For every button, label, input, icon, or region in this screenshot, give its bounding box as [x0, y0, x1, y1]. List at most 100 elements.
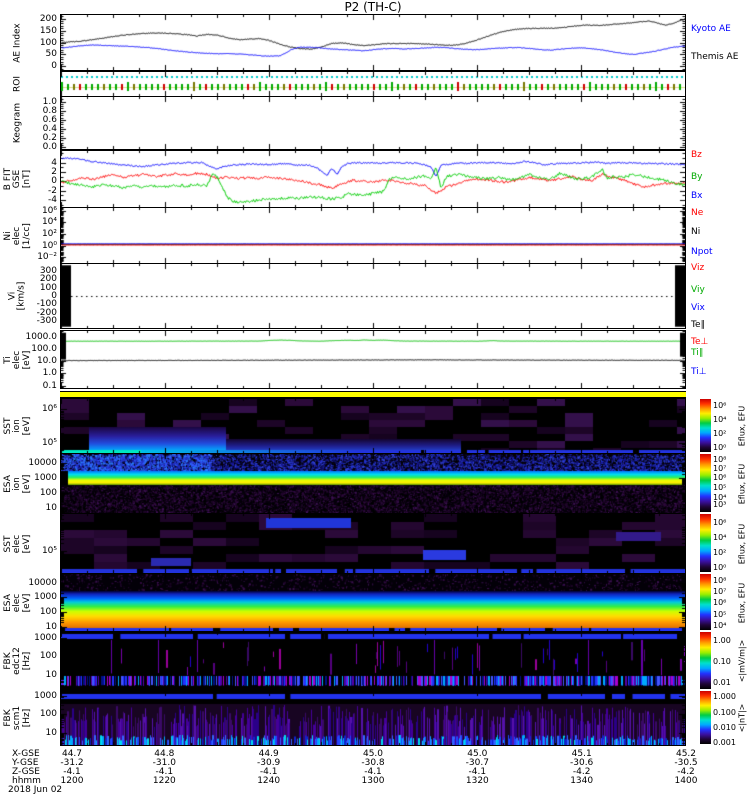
colorbar-tick-esa_ion: 10³ — [713, 499, 727, 509]
panel-roi — [60, 71, 686, 97]
ytick-label-bfit: -4 — [48, 195, 57, 205]
ytick-label-fbk_edc: 100 — [39, 651, 57, 662]
colorbar-tick-esa_elec: 10⁵ — [713, 609, 727, 619]
colorbar-fbk_edc — [700, 632, 711, 689]
ephemeris-value-hhmm: 1200 — [60, 776, 84, 786]
roi-highlight-bar — [60, 391, 686, 398]
trace-label-themis-ae: Themis AE — [691, 52, 739, 62]
ephemeris-value-x: 44.7 — [61, 749, 83, 759]
ytick-label-esa_elec: 10000 — [28, 577, 57, 588]
ylabel-bfit: B FIT GSE [nT] — [2, 167, 32, 191]
colorbar-tick-sst_elec: 10⁶ — [713, 517, 727, 527]
colorbar-esa_ion — [700, 454, 711, 512]
colorbar-tick-esa_elec: 10⁸ — [713, 575, 727, 585]
ephemeris-value-hhmm: 1340 — [570, 776, 594, 786]
ytick-label-dens: 10² — [41, 229, 57, 240]
colorbar-unit-esa_elec: Eflux, EFU — [737, 582, 747, 623]
date-label: 2018 Jun 02 — [8, 785, 63, 795]
ytick-label-esa_ion: 10 — [45, 503, 57, 514]
ytick-label-vel: 0 — [51, 291, 57, 301]
ytick-label-temp: 100.0 — [31, 344, 57, 355]
ytick-label-sst_ion: 10⁵ — [41, 437, 57, 448]
ytick-label-bfit: 2 — [51, 167, 57, 177]
colorbar-tick-sst_elec: 10² — [713, 547, 727, 557]
colorbar-tick-fbk_scm: 0.001 — [713, 738, 736, 748]
colorbar-tick-fbk_edc: 0.10 — [713, 656, 731, 666]
panel-keogram — [60, 96, 686, 150]
ytick-label-esa_ion: 10000 — [28, 458, 57, 469]
trace-label-viz: Viz — [691, 263, 705, 273]
trace-label-viy: Viy — [691, 285, 705, 295]
ytick-label-fbk_edc: 1000 — [34, 632, 57, 643]
ytick-label-vel: 300 — [39, 265, 57, 276]
ytick-label-temp: 1.0 — [42, 368, 57, 379]
colorbar-unit-sst_elec: Eflux, EFU — [737, 523, 747, 564]
ephemeris-value-y: -31.0 — [152, 758, 176, 768]
ytick-label-keo: 0.6 — [42, 114, 57, 125]
ytick-label-vel: -200 — [36, 307, 57, 318]
ylabel-keo: Keogram — [12, 102, 23, 144]
ephemeris-value-z: -4.1 — [63, 767, 81, 777]
sst-ion-spectrogram — [61, 399, 685, 453]
fbk-edc12-spectrogram — [61, 632, 685, 690]
ephemeris-row-label-x: X-GSE — [12, 749, 40, 759]
ytick-label-ae: 100 — [39, 37, 57, 48]
ylabel-sst_elec: SST elec [eV] — [2, 534, 32, 553]
colorbar-sst_elec — [700, 514, 711, 572]
colorbar-tick-fbk_scm: 1.000 — [713, 692, 736, 702]
panel-density — [60, 207, 686, 264]
ylabel-ae: AE Index — [12, 22, 23, 63]
ytick-label-temp: 1000.0 — [25, 332, 58, 343]
ytick-label-temp: 10.0 — [36, 356, 57, 367]
ephemeris-value-hhmm: 1240 — [257, 776, 281, 786]
ephemeris-value-x: 44.9 — [258, 749, 279, 759]
colorbar-unit-fbk_edc: <|mV/m|> — [737, 639, 747, 683]
ephemeris-value-x: 45.0 — [362, 749, 384, 759]
ytick-label-dens: 10⁶ — [41, 205, 57, 216]
ytick-label-keo: 0.4 — [42, 123, 57, 134]
ytick-label-fbk_scm: 100 — [39, 709, 57, 720]
colorbar-tick-fbk_edc: 1.00 — [713, 635, 731, 645]
ytick-label-ae: 50 — [45, 49, 57, 60]
trace-label-npot: Npot — [691, 247, 713, 257]
ytick-label-ae: 0 — [51, 61, 57, 72]
esa-elec-spectrogram — [61, 574, 685, 631]
ephemeris-value-hhmm: 1400 — [674, 776, 698, 786]
panel-temperature — [60, 330, 686, 389]
ytick-label-dens: 10⁰ — [41, 240, 57, 251]
ytick-label-sst_ion: 10⁶ — [41, 404, 57, 415]
ylabel-fbk_scm: FBK scm1 [Hz] — [2, 705, 32, 731]
colorbar-tick-sst_ion: 10⁰ — [713, 442, 727, 452]
ylabel-vel: Vi [km/s] — [7, 281, 27, 311]
colorbar-tick-esa_ion: 10⁶ — [713, 473, 727, 483]
ephemeris-value-y: -30.9 — [257, 758, 281, 768]
ytick-label-esa_elec: 1000 — [34, 592, 57, 603]
ephemeris-value-z: -4.2 — [677, 767, 695, 777]
ytick-label-fbk_scm: 10 — [45, 727, 57, 738]
ytick-label-fbk_scm: 1000 — [34, 690, 57, 701]
ephemeris-value-hhmm: 1220 — [152, 776, 176, 786]
ylabel-dens: Ni elec [1/cc] — [2, 222, 32, 249]
colorbar-tick-fbk_edc: 0.01 — [713, 677, 731, 687]
ytick-label-vel: -100 — [36, 299, 57, 310]
ylabel-temp: Ti elec [eV] — [2, 350, 32, 369]
colorbar-fbk_scm — [700, 691, 711, 744]
ae-index-chart — [61, 15, 685, 70]
ylabel-roi: ROI — [12, 76, 23, 92]
colorbar-tick-fbk_scm: 0.010 — [713, 722, 736, 732]
colorbar-tick-esa_elec: 10⁴ — [713, 620, 727, 630]
colorbar-tick-fbk_scm: 0.100 — [713, 707, 736, 717]
ephemeris-value-x: 44.8 — [154, 749, 175, 759]
colorbar-tick-sst_elec: 10⁴ — [713, 532, 727, 542]
ephemeris-row-label-z: Z-GSE — [12, 767, 40, 777]
ephemeris-value-x: 45.1 — [571, 749, 592, 759]
ephemeris-row-label-y: Y-GSE — [12, 758, 39, 768]
panel-velocity — [60, 263, 686, 329]
ylabel-esa_elec: ESA elec [eV] — [2, 593, 32, 612]
ytick-label-keo: 0.8 — [42, 105, 57, 116]
colorbar-tick-esa_ion: 10⁵ — [713, 482, 727, 492]
ephemeris-value-y: -30.5 — [674, 758, 698, 768]
ytick-label-keo: 1.0 — [42, 96, 57, 107]
ytick-label-vel: 200 — [39, 274, 57, 285]
